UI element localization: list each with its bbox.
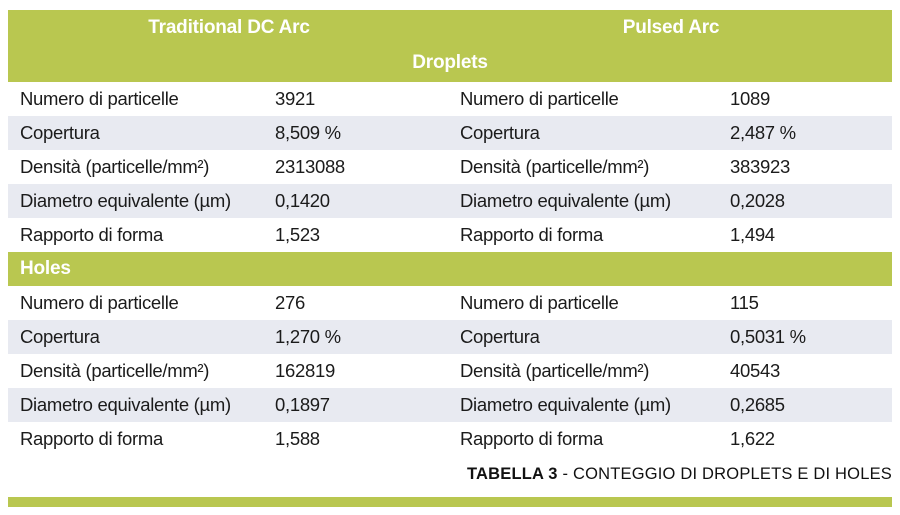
row-label-left: Diametro equivalente (µm) xyxy=(20,190,231,211)
row-value-right: 40543 xyxy=(730,360,780,381)
row-value-left: 276 xyxy=(275,292,305,313)
row-label-left: Densità (particelle/mm²) xyxy=(20,156,210,177)
row-label-left: Numero di particelle xyxy=(20,292,179,313)
table-header: Traditional DC Arc Pulsed Arc Droplets xyxy=(8,10,892,82)
table-row: Diametro equivalente (µm) 0,1420 Diametr… xyxy=(8,184,892,218)
table-row: Numero di particelle 276 Numero di parti… xyxy=(8,286,892,320)
row-value-left: 0,1897 xyxy=(275,394,330,415)
row-label-left: Copertura xyxy=(20,326,100,347)
row-value-right: 0,2685 xyxy=(730,394,785,415)
table-caption: TABELLA 3 - CONTEGGIO DI DROPLETS E DI H… xyxy=(8,463,892,485)
section-header-droplets: Droplets xyxy=(412,52,488,73)
row-label-left: Numero di particelle xyxy=(20,88,179,109)
row-value-right: 115 xyxy=(730,292,759,313)
table-row: Densità (particelle/mm²) 162819 Densità … xyxy=(8,354,892,388)
row-label-right: Numero di particelle xyxy=(460,88,619,109)
row-label-left: Rapporto di forma xyxy=(20,428,163,449)
row-label-left: Copertura xyxy=(20,122,100,143)
row-label-right: Densità (particelle/mm²) xyxy=(460,156,650,177)
table-caption-text: - CONTEGGIO DI DROPLETS E DI HOLES xyxy=(557,465,892,483)
table-caption-number: TABELLA 3 xyxy=(466,465,558,483)
row-value-right: 1089 xyxy=(730,88,770,109)
row-value-left: 1,270 % xyxy=(275,326,341,347)
row-label-right: Diametro equivalente (µm) xyxy=(460,190,671,211)
row-value-right: 0,5031 % xyxy=(730,326,806,347)
column-header-traditional-dc-arc: Traditional DC Arc xyxy=(148,17,310,38)
row-value-left: 162819 xyxy=(275,360,335,381)
table-row: Rapporto di forma 1,523 Rapporto di form… xyxy=(8,218,892,252)
row-label-right: Copertura xyxy=(460,326,540,347)
row-value-left: 0,1420 xyxy=(275,190,330,211)
row-value-right: 1,622 xyxy=(730,428,775,449)
table-header-columns: Traditional DC Arc Pulsed Arc xyxy=(8,10,892,46)
row-label-right: Copertura xyxy=(460,122,540,143)
row-label-left: Diametro equivalente (µm) xyxy=(20,394,231,415)
row-label-right: Numero di particelle xyxy=(460,292,619,313)
row-label-left: Rapporto di forma xyxy=(20,224,163,245)
row-value-right: 0,2028 xyxy=(730,190,785,211)
row-value-left: 1,523 xyxy=(275,224,320,245)
table-row: Diametro equivalente (µm) 0,1897 Diametr… xyxy=(8,388,892,422)
row-label-right: Rapporto di forma xyxy=(460,224,603,245)
table-row: Densità (particelle/mm²) 2313088 Densità… xyxy=(8,150,892,184)
bottom-rule xyxy=(8,497,892,507)
row-value-left: 2313088 xyxy=(275,156,345,177)
row-label-right: Densità (particelle/mm²) xyxy=(460,360,650,381)
row-label-right: Rapporto di forma xyxy=(460,428,603,449)
table-row: Copertura 1,270 % Copertura 0,5031 % xyxy=(8,320,892,354)
table-row: Rapporto di forma 1,588 Rapporto di form… xyxy=(8,422,892,456)
table-row: Numero di particelle 3921 Numero di part… xyxy=(8,82,892,116)
row-value-left: 3921 xyxy=(275,88,315,109)
table-row: Copertura 8,509 % Copertura 2,487 % xyxy=(8,116,892,150)
row-label-right: Diametro equivalente (µm) xyxy=(460,394,671,415)
row-value-left: 8,509 % xyxy=(275,122,341,143)
section-header-holes: Holes xyxy=(8,252,892,286)
row-label-left: Densità (particelle/mm²) xyxy=(20,360,210,381)
row-value-right: 383923 xyxy=(730,156,790,177)
row-value-right: 1,494 xyxy=(730,224,775,245)
row-value-left: 1,588 xyxy=(275,428,320,449)
row-value-right: 2,487 % xyxy=(730,122,796,143)
column-header-pulsed-arc: Pulsed Arc xyxy=(622,17,720,38)
